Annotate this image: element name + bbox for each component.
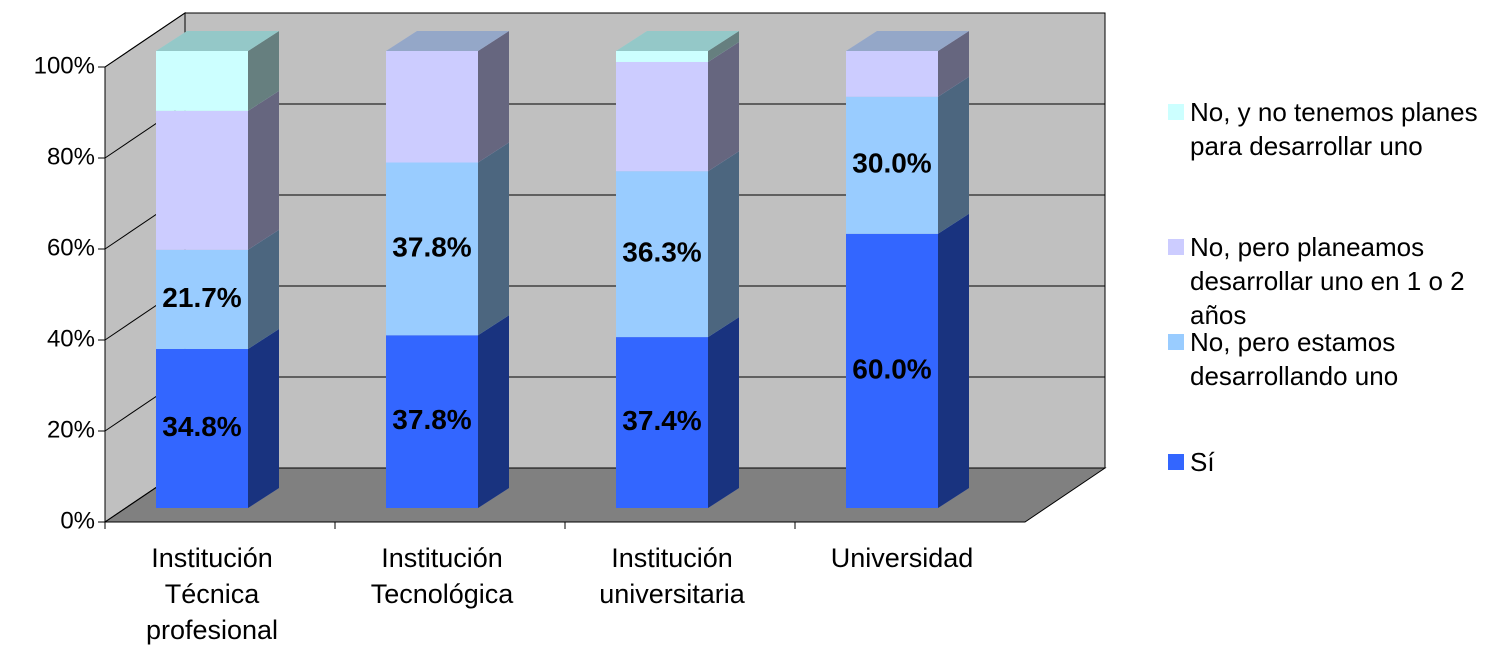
x-tick-label: Institución universitaria bbox=[599, 543, 745, 609]
bar-side-shade bbox=[248, 90, 279, 250]
x-tick-label: Institución Técnica profesional bbox=[145, 543, 279, 645]
legend-label: No, pero estamos desarrollando uno bbox=[1168, 325, 1490, 393]
y-tick-label: 20% bbox=[47, 416, 95, 443]
bar-top bbox=[386, 31, 509, 51]
legend-label: Sí bbox=[1168, 445, 1490, 479]
bar-side-shade bbox=[708, 317, 739, 508]
value-label: 37.8% bbox=[392, 231, 471, 262]
value-label: 21.7% bbox=[162, 282, 241, 313]
bar-side-shade bbox=[708, 151, 739, 338]
legend-label: No, pero planeamos desarrollar uno en 1 … bbox=[1168, 230, 1490, 332]
bar-side-shade bbox=[708, 31, 739, 62]
bar-side-shade bbox=[938, 213, 969, 509]
legend-swatch bbox=[1168, 239, 1184, 255]
bar-segment bbox=[616, 51, 708, 62]
legend-label: No, y no tenemos planes para desarrollar… bbox=[1168, 95, 1490, 163]
bar-segment bbox=[386, 162, 478, 336]
value-label: 37.8% bbox=[392, 404, 471, 435]
bar-segment bbox=[156, 249, 248, 349]
bar-top bbox=[616, 31, 739, 51]
value-label: 36.3% bbox=[622, 237, 701, 268]
y-tick-label: 100% bbox=[34, 52, 95, 79]
y-tick-label: 60% bbox=[47, 234, 95, 261]
bar-side-shade bbox=[478, 142, 509, 336]
bar-segment bbox=[616, 61, 708, 172]
y-tick-label: 80% bbox=[47, 143, 95, 170]
y-tick-label: 40% bbox=[47, 325, 95, 352]
bar-segment bbox=[846, 233, 938, 509]
bar-side-shade bbox=[248, 229, 279, 349]
bar-top-shade bbox=[846, 31, 969, 51]
x-tick-label: Institución Tecnológica bbox=[370, 543, 514, 609]
bar-segment bbox=[846, 96, 938, 234]
bar-side-shade bbox=[708, 41, 739, 172]
legend-swatch bbox=[1168, 104, 1184, 120]
bar-segment bbox=[616, 171, 708, 338]
value-label: 34.8% bbox=[162, 411, 241, 442]
bar-segment bbox=[616, 337, 708, 508]
bar-segment bbox=[846, 51, 938, 97]
bar-side-shade bbox=[938, 76, 969, 234]
bar-segment bbox=[386, 335, 478, 508]
grid-line bbox=[104, 12, 1105, 68]
y-tick-label: 0% bbox=[60, 507, 95, 534]
legend-swatch bbox=[1168, 334, 1184, 350]
bar-side-shade bbox=[248, 31, 279, 111]
bar-top bbox=[846, 31, 969, 51]
bar-segment bbox=[156, 110, 248, 250]
value-label: 30.0% bbox=[852, 148, 931, 179]
bar-segment bbox=[156, 348, 248, 508]
bar-top-shade bbox=[386, 31, 509, 51]
bar-segment bbox=[386, 51, 478, 163]
x-tick-label: Universidad bbox=[830, 543, 974, 573]
bar-top bbox=[156, 31, 279, 51]
bar-top-shade bbox=[156, 31, 279, 51]
bar-top-shade bbox=[616, 31, 739, 51]
bar-side-shade bbox=[938, 31, 969, 97]
legend-swatch bbox=[1168, 454, 1184, 470]
bar-side-shade bbox=[478, 31, 509, 163]
bar-side-shade bbox=[478, 315, 509, 508]
bar-side-shade bbox=[248, 328, 279, 508]
value-label: 60.0% bbox=[852, 353, 931, 384]
bar-segment bbox=[156, 51, 248, 111]
value-label: 37.4% bbox=[622, 405, 701, 436]
